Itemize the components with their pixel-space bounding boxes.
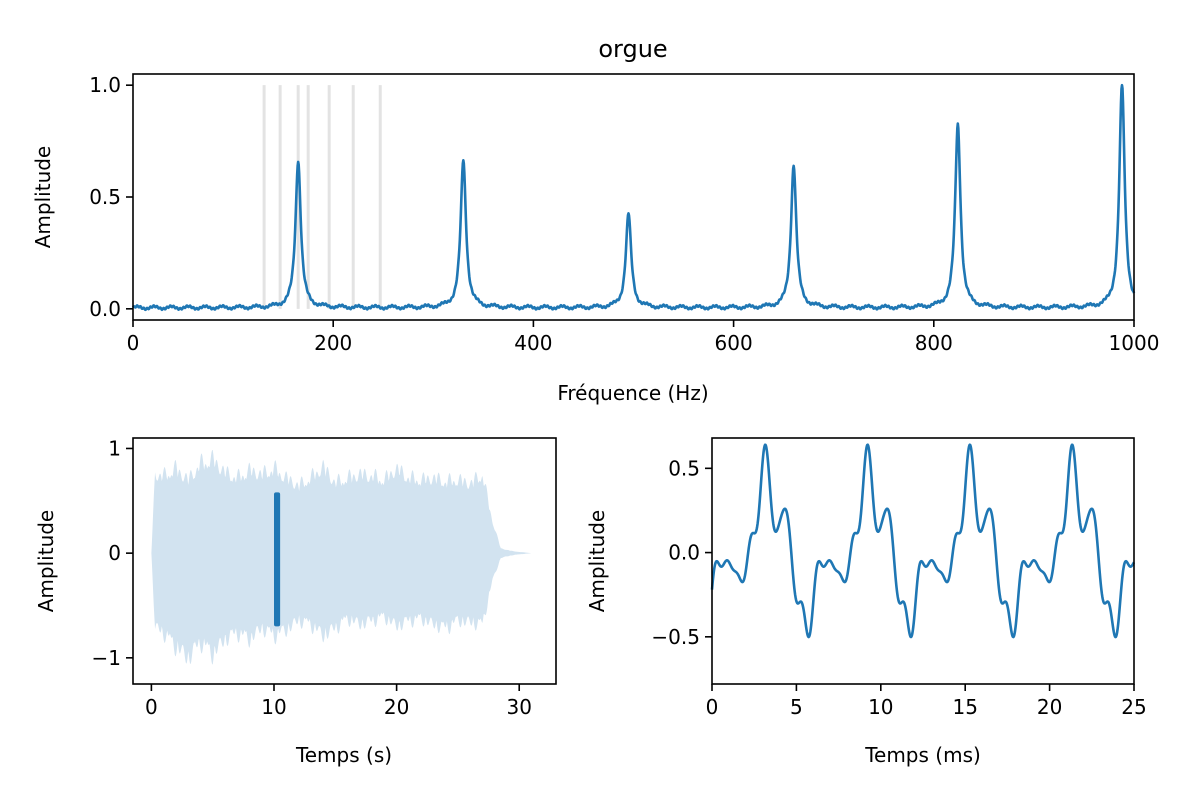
spectrum-title: orgue: [598, 35, 667, 63]
waveform-x-tick-label: 0: [145, 695, 158, 719]
waveform-y-tick-label: 0: [108, 541, 121, 565]
spectrum-series-line: [131, 83, 1136, 312]
zoom-x-axis-label: Temps (ms): [864, 743, 981, 767]
zoom-series-line: [710, 443, 1136, 639]
waveform-axes: 0 10 20 30 −1 0 1 Temps (s) Amplitude: [34, 436, 557, 767]
waveform-y-tick-label: −1: [92, 646, 121, 670]
spectrum-x-tick-label: 600: [715, 331, 753, 355]
waveform-envelope-area: [151, 449, 531, 665]
waveform-x-ticks: 0 10 20 30: [145, 684, 532, 719]
spectrum-x-axis-label: Fréquence (Hz): [557, 381, 708, 405]
zoom-y-ticks: −0.5 0.0 0.5: [651, 456, 712, 649]
spectrum-x-tick-label: 800: [915, 331, 953, 355]
zoom-x-tick-label: 0: [706, 695, 719, 719]
note-marker-group: [262, 85, 382, 309]
zoom-frame: [711, 437, 1135, 685]
zoom-y-axis-label: Amplitude: [585, 510, 609, 613]
waveform-highlight-segment: [274, 492, 281, 627]
spectrum-x-ticks: 0 200 400 600 800 1000: [127, 320, 1160, 355]
zoom-y-tick-label: −0.5: [651, 625, 700, 649]
spectrum-axes: orgue 0 200 400 600 800 1000 0.0 0.5 1.0 Fréque…: [31, 35, 1159, 405]
zoom-x-tick-label: 25: [1121, 695, 1146, 719]
spectrum-y-tick-label: 0.0: [89, 297, 121, 321]
zoom-axes: 0 5 10 15 20 25 −0.5 0.0 0.5 Temps (ms) Amplitu…: [585, 437, 1147, 767]
zoom-y-tick-label: 0.5: [668, 456, 700, 480]
waveform-x-tick-label: 20: [384, 695, 409, 719]
zoom-x-tick-label: 5: [790, 695, 803, 719]
waveform-y-ticks: −1 0 1: [92, 436, 133, 670]
waveform-frame: [132, 437, 557, 685]
spectrum-y-ticks: 0.0 0.5 1.0: [89, 73, 133, 321]
zoom-y-tick-label: 0.0: [668, 541, 700, 565]
spectrum-x-tick-label: 0: [127, 331, 140, 355]
zoom-x-ticks: 0 5 10 15 20 25: [706, 684, 1147, 719]
waveform-x-axis-label: Temps (s): [295, 743, 392, 767]
zoom-x-tick-label: 20: [1037, 695, 1062, 719]
waveform-x-tick-label: 10: [261, 695, 286, 719]
zoom-x-tick-label: 15: [952, 695, 977, 719]
waveform-y-tick-label: 1: [108, 436, 121, 460]
waveform-y-axis-label: Amplitude: [34, 510, 58, 613]
spectrum-x-tick-label: 200: [314, 331, 352, 355]
spectrum-y-tick-label: 0.5: [89, 185, 121, 209]
waveform-x-tick-label: 30: [506, 695, 531, 719]
spectrum-y-axis-label: Amplitude: [31, 146, 55, 249]
spectrum-y-tick-label: 1.0: [89, 73, 121, 97]
spectrum-x-tick-label: 400: [514, 331, 552, 355]
spectrum-x-tick-label: 1000: [1109, 331, 1160, 355]
zoom-x-tick-label: 10: [868, 695, 893, 719]
